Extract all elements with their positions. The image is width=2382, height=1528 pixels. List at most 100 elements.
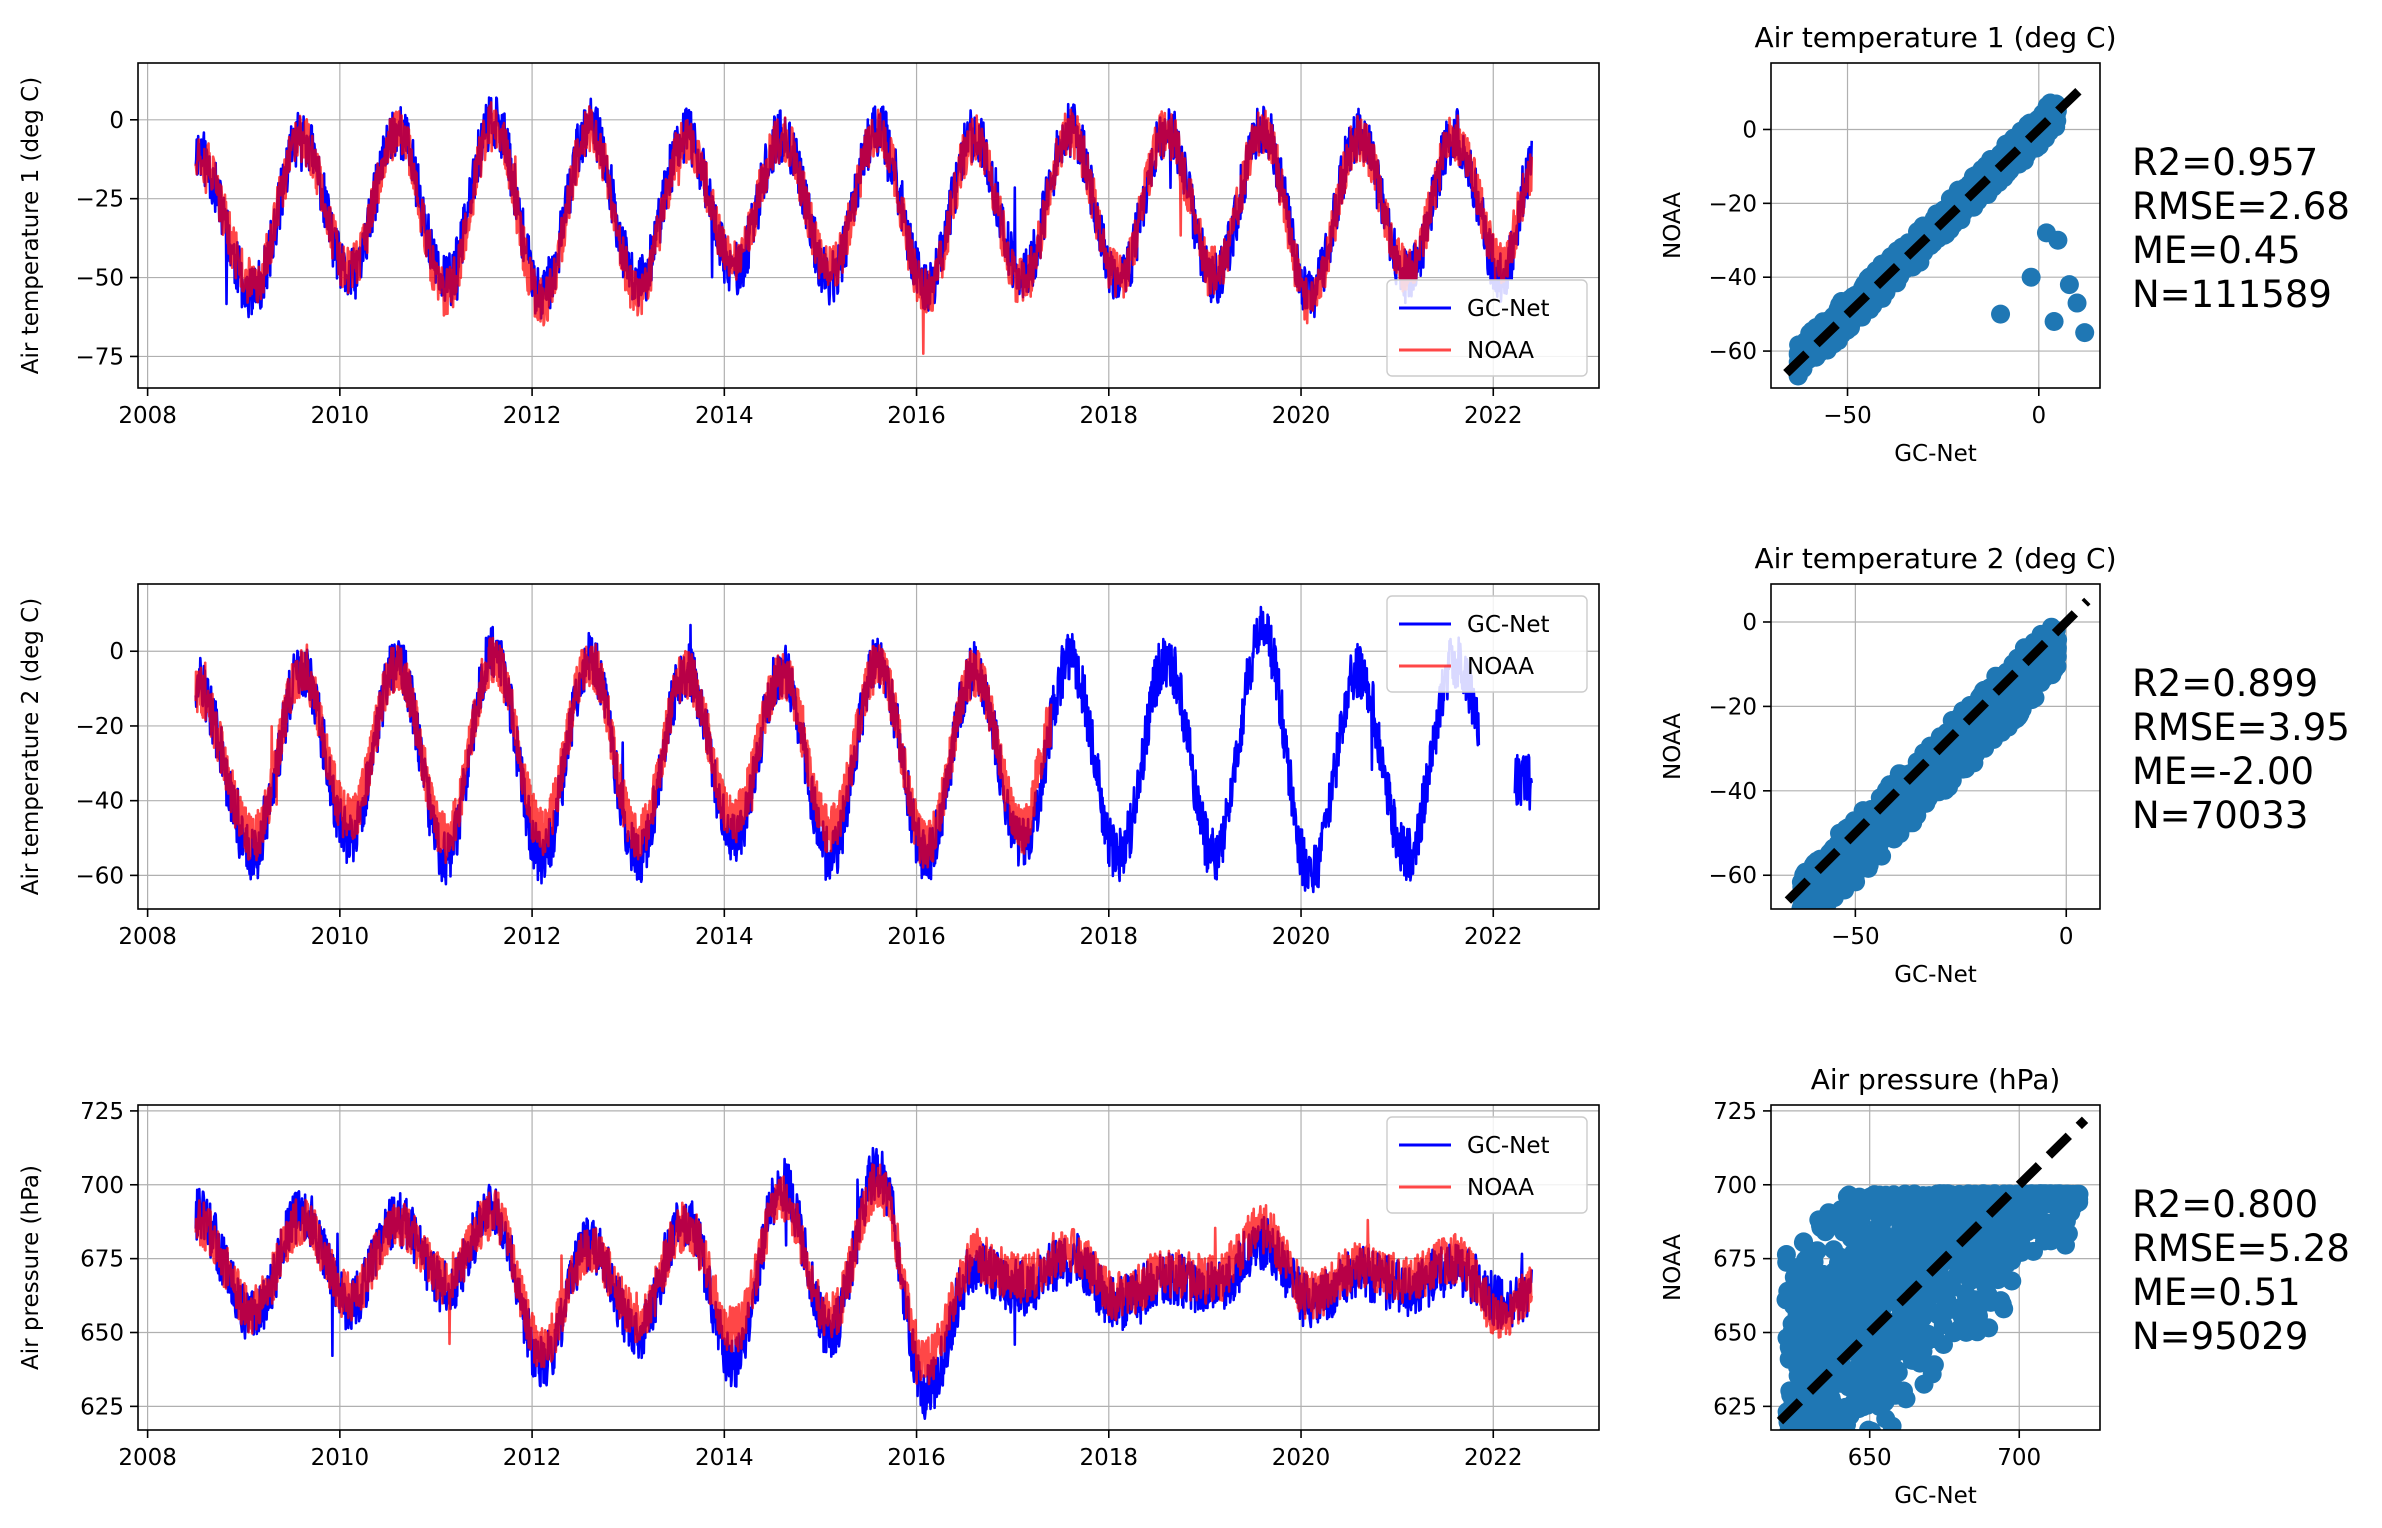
x-tick-label: 2010 [311, 1445, 370, 1471]
x-tick-label: 700 [1997, 1445, 2041, 1471]
y-tick-label: −40 [1708, 265, 1757, 291]
identity-line [1783, 81, 2088, 377]
axes-frame [137, 583, 1600, 910]
noaa-series-line [194, 1163, 1533, 1386]
x-tick-label: 2010 [311, 403, 370, 429]
scatter-point-outlier [2044, 312, 2064, 332]
y-tick-label: 650 [1713, 1321, 1757, 1347]
x-tick-label: 2018 [1080, 403, 1139, 429]
x-tick-label: 0 [2059, 924, 2074, 950]
legend: GC-Net NOAA [1386, 595, 1588, 693]
scatter-point-outlier [2048, 230, 2068, 250]
y-tick-label: 675 [1713, 1247, 1757, 1273]
scatter-points [1776, 1116, 2089, 1430]
y-tick-label: 700 [80, 1173, 124, 1199]
x-tick-label: 2020 [1272, 924, 1331, 950]
x-tick-label: 2014 [695, 1445, 754, 1471]
scatter-title: Air temperature 2 (deg C) [1754, 542, 2116, 575]
stat-r2: R2=0.957 [2132, 141, 2318, 184]
scatter-panel-2: Air temperature 2 (deg C) −50 0 0 −20 −40 −60 G… [1660, 542, 2350, 988]
y-tick-label: 0 [1742, 117, 1757, 143]
axes-frame [1770, 1104, 2101, 1431]
timeseries-panel-3: 2008 2010 2012 2014 2016 2018 2020 2022 725 700 67… [18, 1099, 1600, 1471]
x-tick-label: 2022 [1464, 1445, 1523, 1471]
x-tick-label: 2020 [1272, 1445, 1331, 1471]
x-tick-label: 2016 [887, 1445, 946, 1471]
x-tick-label: 2020 [1272, 403, 1331, 429]
scatter-x-axis-label: GC-Net [1894, 441, 1977, 467]
x-tick-label: 2012 [503, 924, 562, 950]
stat-rmse: RMSE=2.68 [2132, 185, 2350, 228]
y-tick-label: 0 [109, 108, 124, 134]
y-tick-label: 625 [1713, 1394, 1757, 1420]
y-tick-label: −75 [75, 344, 124, 370]
stat-me: ME=0.51 [2132, 1271, 2301, 1314]
y-tick-label: 725 [80, 1099, 124, 1125]
legend-box [1386, 279, 1588, 377]
y-tick-label: −25 [75, 187, 124, 213]
x-tick-label: −50 [1823, 403, 1872, 429]
y-tick-label: −60 [75, 863, 124, 889]
scatter-cloud [1776, 1184, 2089, 1430]
x-tick-label: 2022 [1464, 403, 1523, 429]
x-tick-label: 2008 [118, 403, 177, 429]
legend-label-gcnet: GC-Net [1467, 1133, 1550, 1159]
y-tick-label: −40 [75, 789, 124, 815]
x-tick-label: 2018 [1080, 924, 1139, 950]
x-tick-label: 650 [1848, 1445, 1892, 1471]
y-tick-label: −20 [1708, 191, 1757, 217]
scatter-y-axis-label: NOAA [1660, 192, 1686, 259]
x-tick-label: 2012 [503, 403, 562, 429]
x-tick-label: −50 [1831, 924, 1880, 950]
x-tick-label: 2018 [1080, 1445, 1139, 1471]
stat-me: ME=-2.00 [2132, 750, 2314, 793]
y-tick-label: 650 [80, 1321, 124, 1347]
legend: GC-Net NOAA [1386, 279, 1588, 377]
scatter-point-outlier [2075, 323, 2095, 343]
noaa-series-line [194, 636, 1053, 869]
stat-r2: R2=0.899 [2132, 662, 2318, 705]
y-tick-label: −60 [1708, 339, 1757, 365]
x-tick-label: 2014 [695, 924, 754, 950]
stat-rmse: RMSE=5.28 [2132, 1227, 2350, 1270]
y-axis-label: Air pressure (hPa) [18, 1165, 44, 1370]
legend-box [1386, 1116, 1588, 1214]
stat-rmse: RMSE=3.95 [2132, 706, 2350, 749]
axes-frame [137, 62, 1600, 389]
x-tick-label: 2022 [1464, 924, 1523, 950]
scatter-points [1784, 597, 2091, 909]
stat-me: ME=0.45 [2132, 229, 2301, 272]
x-tick-label: 2016 [887, 403, 946, 429]
x-tick-label: 2012 [503, 1445, 562, 1471]
stat-n: N=70033 [2132, 794, 2308, 837]
y-tick-label: 700 [1713, 1173, 1757, 1199]
identity-line [1784, 597, 2091, 904]
y-axis-label: Air temperature 1 (deg C) [18, 77, 44, 374]
legend-label-noaa: NOAA [1467, 338, 1534, 364]
scatter-y-axis-label: NOAA [1660, 713, 1686, 780]
scatter-panel-3: Air pressure (hPa) 650 700 725 700 675 650 625 G… [1660, 1063, 2350, 1509]
noaa-series-line [194, 101, 1533, 355]
identity-line [1776, 1116, 2089, 1425]
legend-label-gcnet: GC-Net [1467, 612, 1550, 638]
y-tick-label: 675 [80, 1247, 124, 1273]
timeseries-panel-2: 2008 2010 2012 2014 2016 2018 2020 2022 0 −20 −40 −… [18, 583, 1600, 950]
stat-r2: R2=0.800 [2132, 1183, 2318, 1226]
x-tick-label: 2008 [118, 924, 177, 950]
scatter-x-axis-label: GC-Net [1894, 1483, 1977, 1509]
x-tick-label: 2014 [695, 403, 754, 429]
x-tick-label: 0 [2031, 403, 2046, 429]
x-tick-label: 2010 [311, 924, 370, 950]
y-axis-label: Air temperature 2 (deg C) [18, 598, 44, 895]
scatter-y-axis-label: NOAA [1660, 1234, 1686, 1301]
y-tick-label: 625 [80, 1394, 124, 1420]
scatter-title: Air temperature 1 (deg C) [1754, 21, 2116, 54]
axes-frame [1770, 583, 2101, 910]
scatter-title: Air pressure (hPa) [1811, 1063, 2061, 1096]
scatter-points [1783, 81, 2095, 386]
y-tick-label: −60 [1708, 863, 1757, 889]
y-tick-label: 725 [1713, 1099, 1757, 1125]
